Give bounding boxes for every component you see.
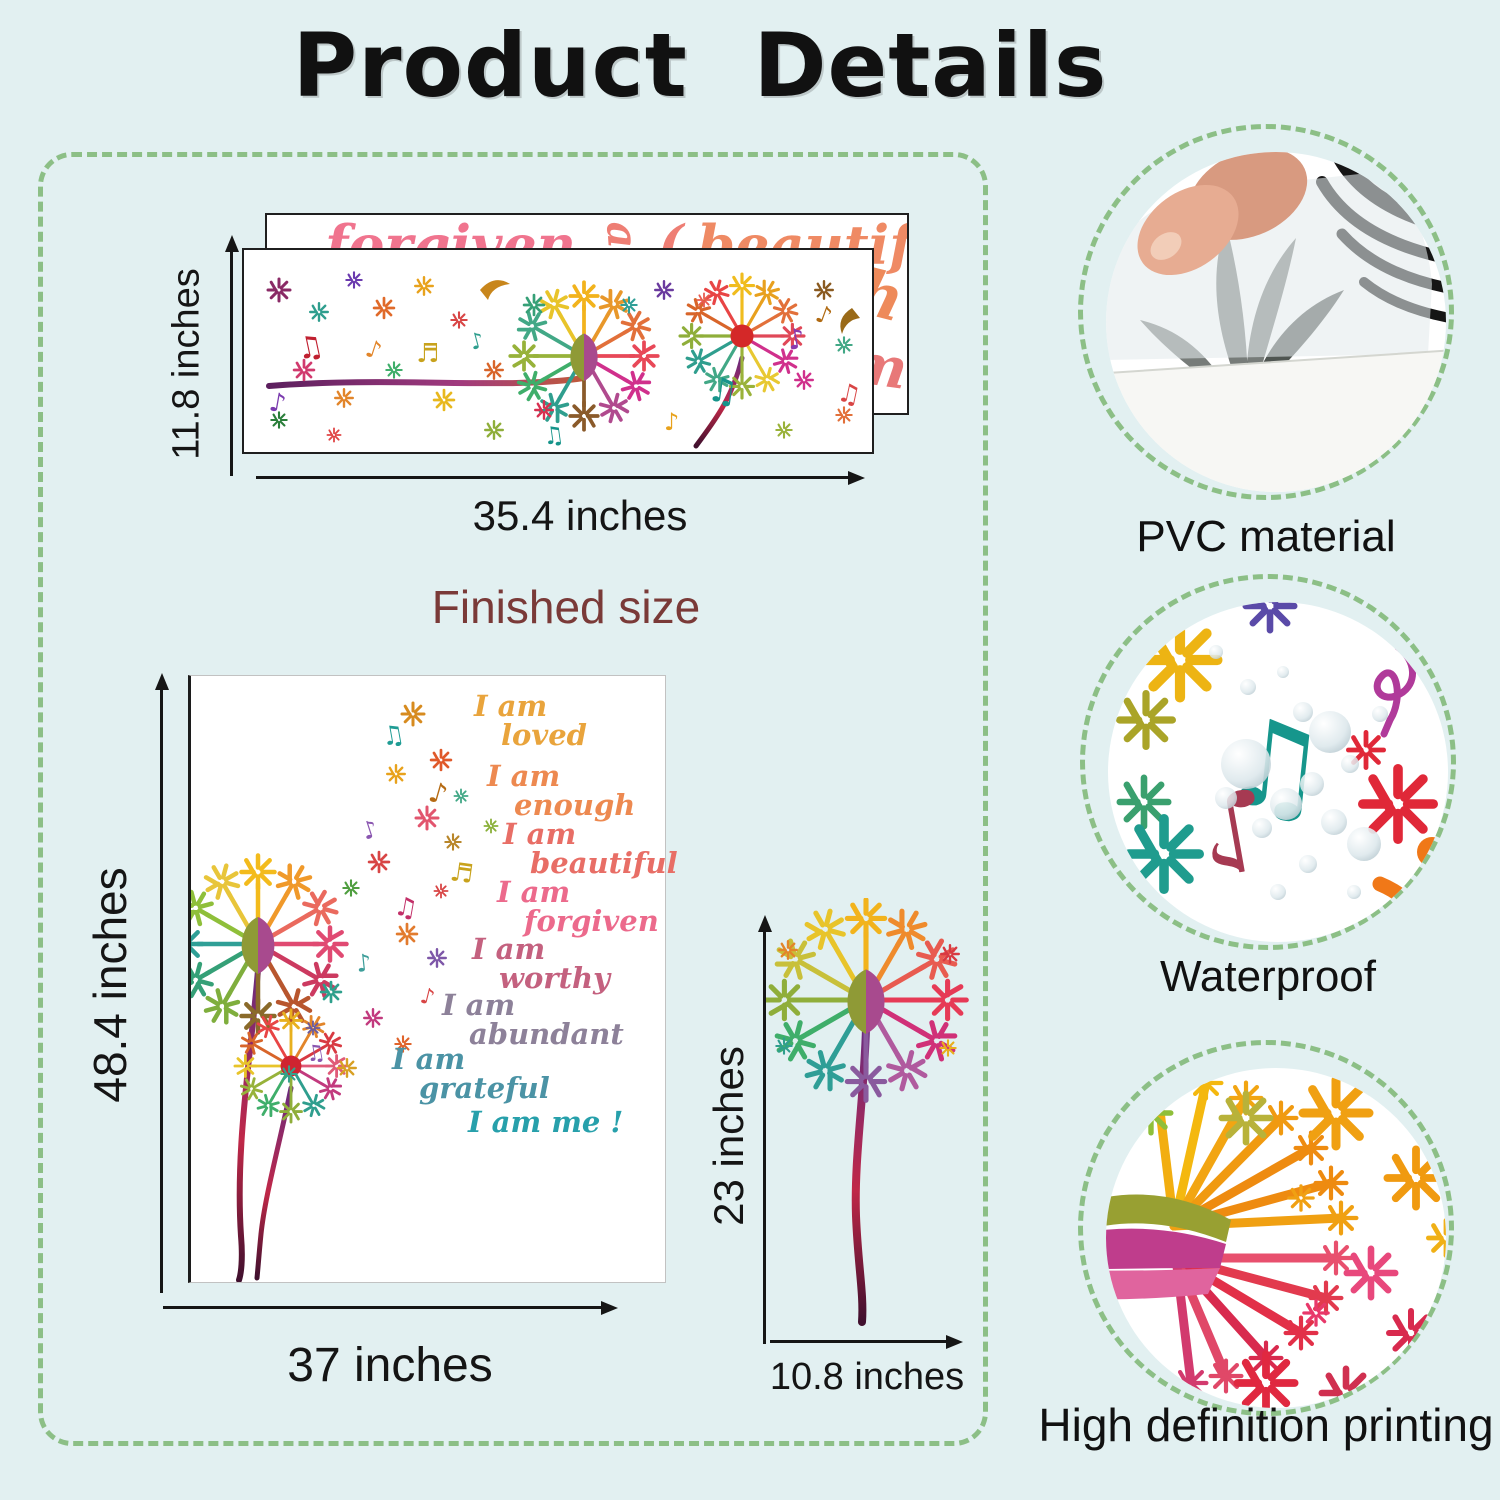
svg-text:♫: ♫ bbox=[304, 1040, 328, 1068]
feature-circle-waterproof bbox=[1080, 574, 1456, 950]
treble-clef-icon bbox=[1373, 643, 1416, 738]
svg-text:♪: ♪ bbox=[664, 408, 679, 436]
dandelion-icon bbox=[680, 274, 804, 398]
dandelion-icon bbox=[1131, 1093, 1171, 1133]
svg-text:♫: ♫ bbox=[392, 891, 420, 925]
svg-text:♬: ♬ bbox=[448, 857, 475, 890]
decal-width-arrow bbox=[770, 1340, 946, 1343]
poster-art: ♫ ♪ ♪ ♬ ♫ ♪ ♪ ♫ bbox=[191, 701, 499, 1282]
poster-mockup: ♫ ♪ ♪ ♬ ♫ ♪ ♪ ♫ I am loved I am enough I a… bbox=[188, 675, 678, 1283]
poster-affirmation: I am loved bbox=[474, 689, 587, 752]
svg-text:♪: ♪ bbox=[358, 814, 381, 845]
sticker-sheet-front: ♫ ♪ ♪ ♬ ♪ ♫ ♪ ♫ ♪ ♫ ♪ bbox=[242, 248, 874, 454]
poster-affirmation: I am forgiven bbox=[497, 875, 659, 938]
dandelion-stem bbox=[266, 375, 587, 389]
feature-circle-hd bbox=[1078, 1040, 1454, 1416]
decal-height-label: 23 inches bbox=[705, 1046, 752, 1226]
sheet-width-label: 35.4 inches bbox=[472, 492, 688, 539]
finished-size-heading: Finished size bbox=[431, 581, 701, 633]
poster-width-label: 37 inches bbox=[287, 1339, 493, 1392]
poster-affirmation: I am me ! bbox=[468, 1105, 624, 1139]
sheet-height-arrow bbox=[230, 252, 233, 476]
sheet-height-label: 11.8 inches bbox=[165, 268, 208, 460]
poster-width-arrow bbox=[163, 1306, 601, 1309]
sheet-width-arrow bbox=[256, 476, 848, 479]
dandelion-icon bbox=[191, 856, 347, 1033]
svg-text:♪: ♪ bbox=[812, 299, 836, 331]
poster-affirmation: I am grateful bbox=[392, 1042, 550, 1105]
svg-text:♪: ♪ bbox=[267, 387, 289, 419]
flourish bbox=[1372, 876, 1432, 938]
page-title: Product Details bbox=[292, 14, 1108, 117]
hd-print-art bbox=[1106, 1068, 1446, 1408]
poster-affirmation: I am abundant bbox=[442, 988, 624, 1051]
svg-text:♪: ♪ bbox=[425, 775, 451, 812]
svg-text:♫: ♫ bbox=[705, 369, 741, 413]
dandelion-stem bbox=[236, 967, 261, 1282]
feature-label-hd: High definition printing bbox=[1038, 1399, 1494, 1451]
poster-height-arrow bbox=[160, 690, 163, 1293]
finished-size-panel bbox=[38, 152, 988, 1446]
poster-affirmation: I am beautiful bbox=[503, 817, 678, 880]
dandelion-icon bbox=[766, 900, 967, 1101]
pvc-photo bbox=[1106, 152, 1446, 492]
svg-text:♪: ♪ bbox=[467, 328, 487, 356]
feature-label-waterproof: Waterproof bbox=[1159, 952, 1376, 1001]
sticker-sheet-art: ♫ ♪ ♪ ♬ ♪ ♫ ♪ ♫ ♪ ♫ ♪ bbox=[266, 271, 864, 451]
dandelion-stem bbox=[254, 1085, 294, 1281]
dandelion-stem bbox=[693, 355, 745, 449]
svg-text:♪: ♪ bbox=[355, 949, 373, 978]
svg-text:♫: ♫ bbox=[293, 328, 327, 368]
poster-height-label: 48.4 inches bbox=[84, 867, 136, 1103]
svg-text:♫: ♫ bbox=[835, 378, 864, 412]
svg-text:♫: ♫ bbox=[379, 719, 407, 753]
waterproof-art: ♫ ♪ bbox=[1108, 602, 1448, 942]
backing-paper bbox=[1106, 348, 1446, 492]
flourish bbox=[840, 308, 860, 334]
water-drop-icons bbox=[1209, 645, 1388, 900]
decal-width-label: 10.8 inches bbox=[769, 1356, 965, 1398]
feature-circle-pvc bbox=[1078, 124, 1454, 500]
svg-text:♪: ♪ bbox=[418, 984, 438, 1012]
poster-affirmation: I am enough bbox=[487, 759, 636, 822]
svg-text:♪: ♪ bbox=[362, 334, 385, 365]
svg-text:♫: ♫ bbox=[541, 420, 566, 451]
feature-label-pvc: PVC material bbox=[1136, 512, 1396, 561]
finger-icon bbox=[1137, 152, 1308, 276]
svg-text:♪: ♪ bbox=[784, 321, 807, 357]
poster-affirmation: I am worthy bbox=[472, 932, 610, 995]
svg-text:♬: ♬ bbox=[416, 339, 439, 369]
flourish bbox=[480, 280, 510, 300]
dandelion-decal-art bbox=[758, 898, 978, 1326]
flourish-dot bbox=[1417, 837, 1447, 867]
decal-height-arrow bbox=[763, 932, 766, 1344]
dandelion-icon bbox=[510, 282, 658, 430]
